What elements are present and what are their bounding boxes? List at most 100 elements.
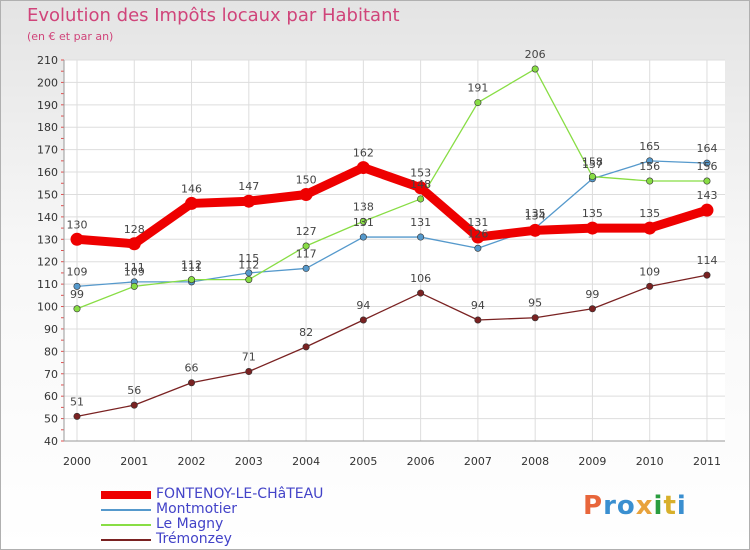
data-label: 115 xyxy=(238,252,259,265)
data-point xyxy=(531,314,539,322)
data-label: 131 xyxy=(467,216,488,229)
data-point xyxy=(703,177,711,185)
series-line xyxy=(72,163,712,249)
logo-letter: i xyxy=(653,491,664,521)
y-tick-label: 170 xyxy=(37,144,58,157)
plot-area xyxy=(64,60,725,441)
legend-swatch-le-magny xyxy=(101,524,151,526)
data-label: 165 xyxy=(639,140,660,153)
data-label: 106 xyxy=(410,272,431,285)
legend-label-tremonzey: Trémonzey xyxy=(156,531,232,547)
data-point xyxy=(471,230,485,244)
y-tick-label: 130 xyxy=(37,233,58,246)
data-point xyxy=(474,316,482,324)
y-tick-label: 150 xyxy=(37,188,58,201)
data-point xyxy=(359,217,367,225)
x-tick-label: 2009 xyxy=(578,455,606,468)
data-point xyxy=(130,282,138,290)
data-point xyxy=(245,269,253,277)
data-point xyxy=(242,194,256,208)
data-label: 99 xyxy=(70,288,84,301)
logo-letter: t xyxy=(663,491,677,521)
data-point xyxy=(417,233,425,241)
data-point xyxy=(531,65,539,73)
data-point xyxy=(646,157,654,165)
data-label: 156 xyxy=(639,160,660,173)
data-point xyxy=(185,196,199,210)
data-label: 111 xyxy=(181,261,202,274)
data-point xyxy=(359,316,367,324)
data-label: 71 xyxy=(242,351,256,364)
data-point xyxy=(188,379,196,387)
x-tick-label: 2011 xyxy=(693,455,721,468)
data-label: 143 xyxy=(696,189,717,202)
data-label: 135 xyxy=(582,207,603,220)
data-label: 138 xyxy=(353,200,374,213)
data-label: 109 xyxy=(639,265,660,278)
data-label: 135 xyxy=(525,207,546,220)
data-point xyxy=(703,271,711,279)
data-label: 126 xyxy=(467,227,488,240)
data-point xyxy=(417,289,425,297)
data-label: 131 xyxy=(410,216,431,229)
chart-subtitle: (en € et par an) xyxy=(27,30,114,43)
series-line xyxy=(76,160,708,288)
data-label: 82 xyxy=(299,326,313,339)
data-point xyxy=(130,401,138,409)
data-point xyxy=(302,242,310,250)
data-label: 153 xyxy=(410,167,431,180)
data-point xyxy=(245,368,253,376)
y-tick-label: 40 xyxy=(44,435,58,448)
data-label: 95 xyxy=(528,297,542,310)
data-point xyxy=(302,343,310,351)
y-tick-label: 210 xyxy=(37,54,58,67)
x-tick-label: 2010 xyxy=(636,455,664,468)
logo-letter: i xyxy=(676,491,687,521)
data-point xyxy=(474,244,482,252)
data-label: 162 xyxy=(353,147,374,160)
y-tick-label: 110 xyxy=(37,278,58,291)
data-point xyxy=(302,264,310,272)
data-label: 112 xyxy=(181,259,202,272)
data-label: 109 xyxy=(67,265,88,278)
data-label: 66 xyxy=(185,362,199,375)
data-point xyxy=(73,305,81,313)
data-label: 131 xyxy=(353,216,374,229)
series-line xyxy=(76,274,708,417)
data-label: 99 xyxy=(585,288,599,301)
y-tick-label: 60 xyxy=(44,390,58,403)
data-point xyxy=(359,233,367,241)
data-label: 112 xyxy=(238,259,259,272)
y-tick-label: 190 xyxy=(37,99,58,112)
data-point xyxy=(127,237,141,251)
data-label: 134 xyxy=(525,209,546,222)
data-label: 156 xyxy=(696,160,717,173)
data-point xyxy=(417,195,425,203)
data-label: 56 xyxy=(127,384,141,397)
data-label: 94 xyxy=(356,299,370,312)
data-label: 206 xyxy=(525,48,546,61)
data-label: 111 xyxy=(124,261,145,274)
x-tick-label: 2005 xyxy=(349,455,377,468)
x-tick-label: 2003 xyxy=(235,455,263,468)
data-point xyxy=(700,203,714,217)
data-label: 114 xyxy=(696,254,717,267)
x-tick-label: 2001 xyxy=(120,455,148,468)
data-point xyxy=(245,276,253,284)
data-point xyxy=(414,181,428,195)
logo-letter: o xyxy=(616,491,636,521)
y-tick-label: 80 xyxy=(44,345,58,358)
data-point xyxy=(356,161,370,175)
data-label: 109 xyxy=(124,265,145,278)
data-point xyxy=(703,159,711,167)
data-point xyxy=(643,221,657,235)
y-tick-label: 180 xyxy=(37,121,58,134)
series-line xyxy=(76,68,708,310)
data-label: 117 xyxy=(296,247,317,260)
data-point xyxy=(588,173,596,181)
y-tick-label: 70 xyxy=(44,368,58,381)
data-label: 164 xyxy=(696,142,717,155)
data-label: 146 xyxy=(181,182,202,195)
